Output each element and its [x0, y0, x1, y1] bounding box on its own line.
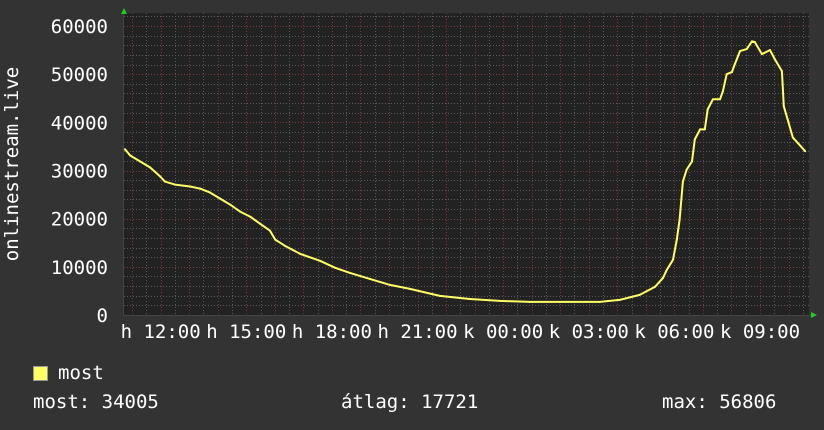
data-point [283, 244, 286, 247]
data-point [528, 300, 531, 303]
data-point [791, 136, 794, 139]
data-point [671, 258, 674, 261]
data-point [690, 160, 693, 163]
plot-area [124, 13, 809, 315]
x-tick-label: h 21:00 [377, 321, 457, 343]
data-point [665, 268, 668, 271]
data-point [685, 168, 688, 171]
data-point [438, 294, 441, 297]
data-point [780, 70, 783, 73]
data-point [348, 271, 351, 274]
legend-swatch [33, 365, 48, 381]
data-point [334, 266, 337, 269]
data-point [229, 203, 232, 206]
data-point [699, 128, 702, 131]
data-point [498, 299, 501, 302]
stat-max: max: 56806 [662, 391, 777, 413]
data-point [653, 285, 656, 288]
data-point [745, 48, 748, 51]
data-point [693, 138, 696, 141]
data-point [773, 58, 776, 61]
data-point [129, 154, 132, 157]
data-point [259, 222, 262, 225]
data-point [219, 197, 222, 200]
data-point [703, 128, 706, 131]
x-tick-label: h 12:00 [121, 321, 201, 343]
data-point [163, 180, 166, 183]
data-point [199, 187, 202, 190]
data-point [368, 277, 371, 280]
x-tick-label: h 15:00 [206, 321, 286, 343]
data-point [318, 259, 321, 262]
data-point [299, 252, 302, 255]
stat-current: most: 34005 [33, 391, 159, 413]
x-tick-label: k 03:00 [549, 321, 629, 343]
data-point [159, 175, 162, 178]
series [123, 40, 807, 303]
y-axis-arrow-icon [121, 8, 127, 14]
data-point [189, 185, 192, 188]
data-point [721, 90, 724, 93]
data-point [149, 166, 152, 169]
data-point [711, 98, 714, 101]
data-point [139, 160, 142, 163]
data-point [804, 150, 807, 153]
data-point [239, 210, 242, 213]
data-point [123, 148, 126, 151]
data-point [719, 98, 722, 101]
legend-label: most [58, 362, 104, 384]
data-point [558, 300, 561, 303]
x-axis-arrow-icon [811, 312, 817, 318]
y-tick-label: 0 [97, 305, 108, 327]
stat-average: átlag: 17721 [341, 391, 479, 413]
data-point [678, 218, 681, 221]
data-point [638, 293, 641, 296]
data-point [249, 215, 252, 218]
data-point [733, 63, 736, 66]
data-point [681, 180, 684, 183]
data-point [760, 53, 763, 56]
y-tick-label: 30000 [51, 161, 108, 183]
series-line-most [124, 40, 806, 303]
data-point [598, 300, 601, 303]
y-tick-label: 10000 [51, 257, 108, 279]
data-point [209, 191, 212, 194]
data-point [706, 108, 709, 111]
data-point [725, 73, 728, 76]
data-point [408, 287, 411, 290]
data-point [388, 283, 391, 286]
data-point [618, 298, 621, 301]
data-point [782, 105, 785, 108]
y-tick-label: 50000 [51, 64, 108, 86]
y-tick-label: 60000 [51, 16, 108, 38]
data-point [739, 50, 742, 53]
data-point [661, 276, 664, 279]
data-point [468, 297, 471, 300]
y-tick-label: 40000 [51, 112, 108, 134]
data-point [274, 238, 277, 241]
x-tick-label: k 09:00 [720, 321, 800, 343]
data-point [753, 41, 756, 44]
data-point [173, 183, 176, 186]
x-tick-label: k 06:00 [634, 321, 714, 343]
data-point [730, 71, 733, 74]
data-point [768, 49, 771, 52]
y-axis-label: onlinestream.live [1, 67, 23, 261]
data-point [675, 238, 678, 241]
x-tick-label: h 18:00 [292, 321, 372, 343]
legend: most [33, 362, 104, 384]
y-tick-label: 20000 [51, 209, 108, 231]
data-point [750, 40, 753, 43]
x-tick-label: k 00:00 [463, 321, 543, 343]
data-point [269, 229, 272, 232]
data-point [786, 118, 789, 121]
